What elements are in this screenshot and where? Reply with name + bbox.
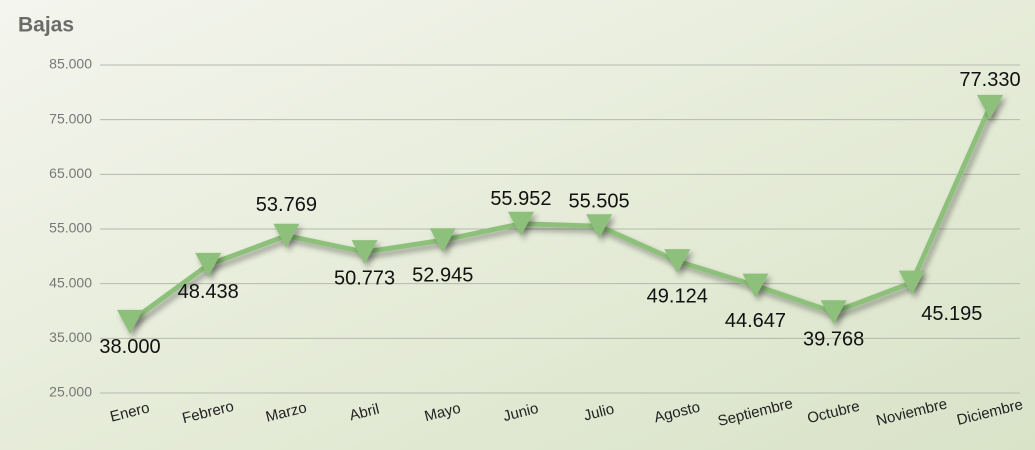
data-label: 55.505 bbox=[569, 191, 630, 213]
point-marker bbox=[429, 228, 456, 253]
data-label: 45.195 bbox=[921, 303, 982, 325]
data-label: 55.952 bbox=[490, 188, 551, 210]
y-tick-label: 55.000 bbox=[49, 220, 92, 236]
data-label: 77.330 bbox=[959, 69, 1020, 91]
point-marker bbox=[586, 214, 613, 239]
x-tick-label: Abril bbox=[348, 401, 381, 425]
data-label: 53.769 bbox=[256, 194, 317, 216]
y-tick-label: 35.000 bbox=[49, 329, 92, 345]
point-marker bbox=[898, 270, 925, 295]
point-marker bbox=[507, 211, 534, 236]
y-tick-label: 25.000 bbox=[49, 384, 92, 400]
point-marker bbox=[742, 273, 769, 298]
point-marker bbox=[117, 309, 143, 334]
y-tick-label: 85.000 bbox=[49, 56, 92, 72]
chart-title: Bajas bbox=[18, 14, 74, 37]
data-label: 52.945 bbox=[412, 265, 473, 287]
data-label: 50.773 bbox=[334, 267, 395, 289]
data-label: 48.438 bbox=[178, 281, 239, 303]
point-marker bbox=[195, 252, 222, 277]
y-tick-label: 45.000 bbox=[49, 274, 92, 290]
point-marker bbox=[273, 223, 300, 248]
data-label: 44.647 bbox=[725, 310, 786, 332]
point-marker bbox=[820, 300, 847, 325]
series-line bbox=[128, 105, 993, 324]
point-marker bbox=[977, 94, 1003, 119]
x-tick-label: Julio bbox=[582, 401, 616, 425]
point-marker bbox=[351, 240, 378, 265]
point-marker bbox=[664, 249, 691, 274]
data-label: 39.768 bbox=[803, 329, 864, 351]
y-tick-label: 65.000 bbox=[49, 165, 92, 181]
data-label: 49.124 bbox=[647, 285, 708, 307]
y-tick-label: 75.000 bbox=[49, 110, 92, 126]
data-label: 38.000 bbox=[99, 336, 160, 358]
